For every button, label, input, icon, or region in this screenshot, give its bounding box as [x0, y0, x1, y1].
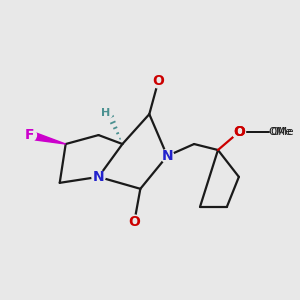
Text: OMe: OMe — [269, 127, 292, 137]
Circle shape — [99, 106, 112, 119]
Circle shape — [232, 125, 245, 139]
Circle shape — [160, 149, 174, 163]
Text: O: O — [233, 125, 245, 139]
Circle shape — [232, 125, 245, 139]
Text: F: F — [25, 128, 34, 142]
Text: H: H — [101, 108, 111, 118]
Text: O: O — [152, 74, 164, 88]
Circle shape — [152, 75, 165, 88]
Text: OMe: OMe — [270, 127, 294, 137]
Circle shape — [92, 170, 105, 183]
Text: N: N — [161, 149, 173, 163]
Circle shape — [128, 215, 141, 228]
Circle shape — [23, 128, 36, 142]
Text: O: O — [233, 125, 245, 139]
Text: O: O — [128, 215, 140, 229]
Polygon shape — [29, 131, 66, 144]
Text: N: N — [93, 170, 104, 184]
